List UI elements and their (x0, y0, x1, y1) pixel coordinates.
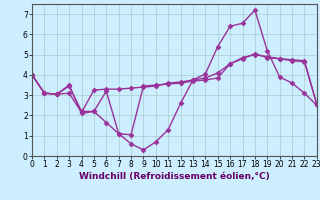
X-axis label: Windchill (Refroidissement éolien,°C): Windchill (Refroidissement éolien,°C) (79, 172, 270, 181)
